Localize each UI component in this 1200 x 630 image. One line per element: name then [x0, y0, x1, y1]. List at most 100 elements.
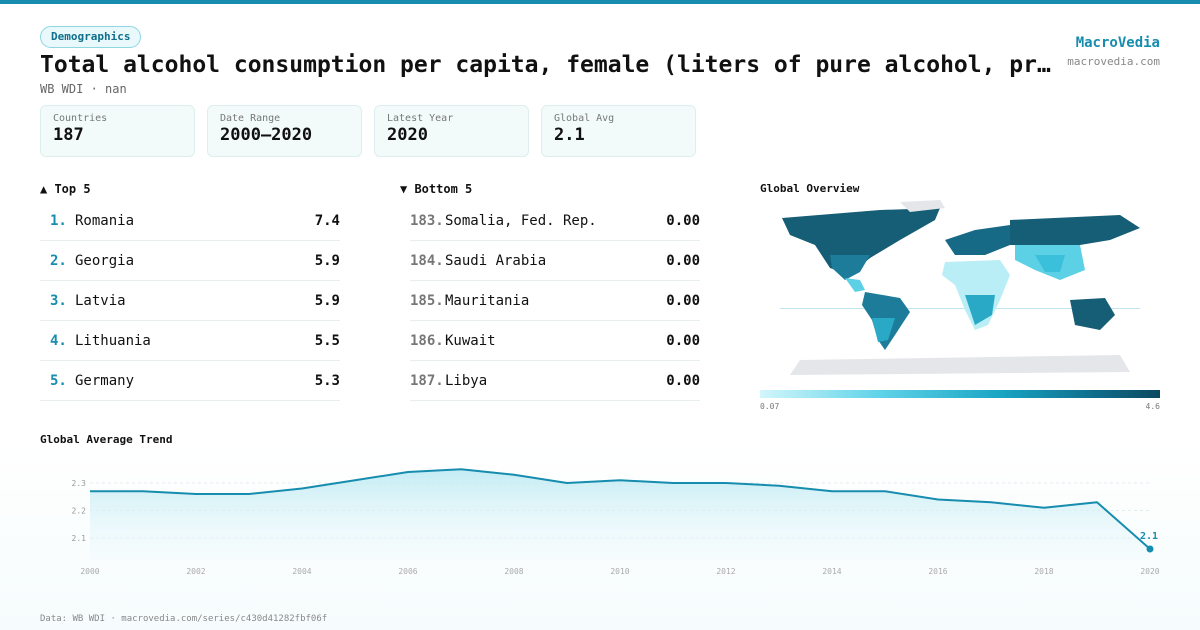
footer-source: Data: WB WDI · macrovedia.com/series/c43… — [40, 614, 328, 624]
north-america — [782, 208, 940, 275]
central-america — [845, 278, 865, 292]
southern-africa — [965, 295, 995, 325]
y-tick-label: 2.1 — [72, 534, 87, 543]
stat-card: Global Avg 2.1 — [541, 105, 696, 157]
stat-card: Latest Year 2020 — [374, 105, 529, 157]
world-map — [780, 200, 1140, 375]
color-scale — [760, 390, 1160, 398]
antarctica — [790, 355, 1130, 375]
list-row: 2. Georgia 5.9 — [40, 241, 340, 281]
country-name: Kuwait — [445, 333, 496, 349]
country-value: 5.9 — [314, 253, 340, 269]
page-title: Total alcohol consumption per capita, fe… — [40, 52, 1051, 78]
country-value: 5.3 — [314, 373, 340, 389]
australia — [1070, 298, 1115, 330]
country-name: Romania — [75, 213, 135, 229]
stat-value: 2020 — [387, 125, 428, 145]
top-list: 1. Romania 7.4 2. Georgia 5.9 3. Latvia 5.9 4. Lit… — [40, 201, 340, 401]
rank: 184. — [410, 253, 444, 269]
country-name: Saudi Arabia — [445, 253, 547, 269]
section-title: Global Overview — [760, 182, 860, 195]
country-name: Germany — [75, 373, 135, 389]
south-america-2 — [872, 318, 895, 342]
rank: 185. — [410, 293, 444, 309]
x-tick-label: 2016 — [928, 567, 947, 576]
country-value: 0.00 — [666, 373, 700, 389]
section-title: ▲ Top 5 — [40, 182, 91, 196]
x-tick-label: 2012 — [716, 567, 735, 576]
stat-value: 2.1 — [554, 125, 585, 145]
top-bar — [0, 0, 1200, 4]
category-badge: Demographics — [40, 26, 142, 48]
scale-max: 4.6 — [1145, 402, 1160, 411]
stat-value: 2000–2020 — [220, 125, 313, 145]
stat-label: Countries — [53, 113, 108, 124]
scale-min: 0.07 — [760, 402, 780, 411]
trend-chart: 2.1 2.2 2.3 2000 2002 2004 2006 2008 2010 2012 201… — [72, 468, 1160, 576]
greenland — [900, 200, 945, 212]
stat-label: Date Range — [220, 113, 281, 124]
x-tick-label: 2006 — [398, 567, 417, 576]
rank: 4. — [50, 333, 67, 349]
x-tick-label: 2000 — [80, 567, 99, 576]
europe — [945, 225, 1010, 255]
list-row: 1. Romania 7.4 — [40, 201, 340, 241]
country-name: Georgia — [75, 253, 135, 269]
stat-card: Date Range 2000–2020 — [207, 105, 362, 157]
trend-line — [90, 468, 1151, 550]
country-value: 0.00 — [666, 253, 700, 269]
x-tick-label: 2010 — [610, 567, 629, 576]
usa — [830, 255, 870, 280]
rank: 2. — [50, 253, 67, 269]
y-tick-label: 2.2 — [72, 507, 87, 516]
rank: 1. — [50, 213, 67, 229]
x-tick-label: 2004 — [292, 567, 311, 576]
end-point — [1146, 545, 1154, 553]
stat-value: 187 — [53, 125, 84, 145]
country-value: 5.5 — [314, 333, 340, 349]
bottom-list: 183. Somalia, Fed. Rep. 0.00 184. Saudi Arab… — [410, 201, 700, 401]
list-row: 184. Saudi Arabia 0.00 — [410, 241, 700, 281]
list-row: 187. Libya 0.00 — [410, 361, 700, 401]
rank: 3. — [50, 293, 67, 309]
equator — [780, 308, 1140, 309]
country-name: Libya — [445, 373, 488, 389]
stat-label: Latest Year — [387, 113, 454, 124]
russia — [1010, 215, 1140, 245]
subtitle: WB WDI · nan — [40, 82, 127, 96]
country-name: Mauritania — [445, 293, 530, 309]
country-value: 0.00 — [666, 213, 700, 229]
rank: 187. — [410, 373, 444, 389]
brand[interactable]: MacroVedia — [1075, 35, 1160, 51]
value-label: 2.1 — [1140, 531, 1158, 542]
rank: 186. — [410, 333, 444, 349]
stat-card: Countries 187 — [40, 105, 195, 157]
list-row: 5. Germany 5.3 — [40, 361, 340, 401]
list-row: 185. Mauritania 0.00 — [410, 281, 700, 321]
country-value: 0.00 — [666, 333, 700, 349]
x-tick-label: 2008 — [504, 567, 523, 576]
country-name: Latvia — [75, 293, 126, 309]
x-tick-label: 2014 — [822, 567, 841, 576]
list-row: 4. Lithuania 5.5 — [40, 321, 340, 361]
rank: 183. — [410, 213, 444, 229]
china — [1035, 255, 1065, 272]
section-title: ▼ Bottom 5 — [400, 182, 473, 196]
list-row: 186. Kuwait 0.00 — [410, 321, 700, 361]
country-value: 5.9 — [314, 293, 340, 309]
x-tick-label: 2018 — [1034, 567, 1053, 576]
x-tick-label: 2020 — [1140, 567, 1159, 576]
site-url[interactable]: macrovedia.com — [1067, 55, 1160, 68]
country-value: 7.4 — [314, 213, 340, 229]
x-tick-label: 2002 — [186, 567, 205, 576]
country-name: Lithuania — [75, 333, 151, 349]
y-tick-label: 2.3 — [72, 479, 87, 488]
country-name: Somalia, Fed. Rep. — [445, 213, 597, 229]
chart-title: Global Average Trend — [40, 433, 173, 446]
rank: 5. — [50, 373, 67, 389]
country-value: 0.00 — [666, 293, 700, 309]
stat-label: Global Avg — [554, 113, 615, 124]
list-row: 183. Somalia, Fed. Rep. 0.00 — [410, 201, 700, 241]
list-row: 3. Latvia 5.9 — [40, 281, 340, 321]
